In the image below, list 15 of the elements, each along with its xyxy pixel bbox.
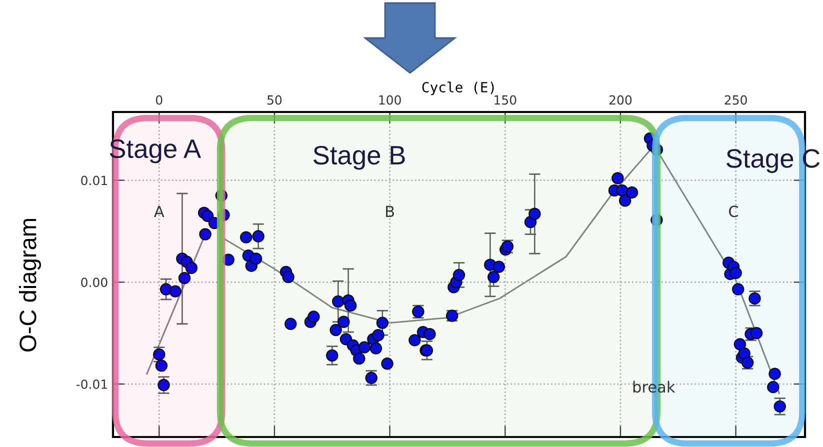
x-tick-label: 200 bbox=[609, 95, 632, 105]
x-tick-label: 250 bbox=[724, 95, 747, 105]
y-tick-label: 0.01 bbox=[81, 176, 107, 186]
x-tick-label: 0 bbox=[156, 95, 162, 105]
band-label: Stage B bbox=[313, 146, 405, 170]
annotation: B bbox=[386, 206, 394, 217]
y-tick-label: -0.01 bbox=[76, 379, 107, 389]
x-axis-title: Cycle (E) bbox=[422, 82, 494, 96]
y-tick-label: 0.00 bbox=[81, 278, 108, 288]
annotation: A bbox=[154, 206, 164, 217]
x-tick-label: 50 bbox=[267, 95, 282, 105]
annotation: C bbox=[729, 206, 738, 218]
x-tick-label: 100 bbox=[379, 95, 401, 105]
y-axis-title: O-C diagram bbox=[18, 218, 42, 352]
x-tick-label: 150 bbox=[494, 95, 516, 105]
